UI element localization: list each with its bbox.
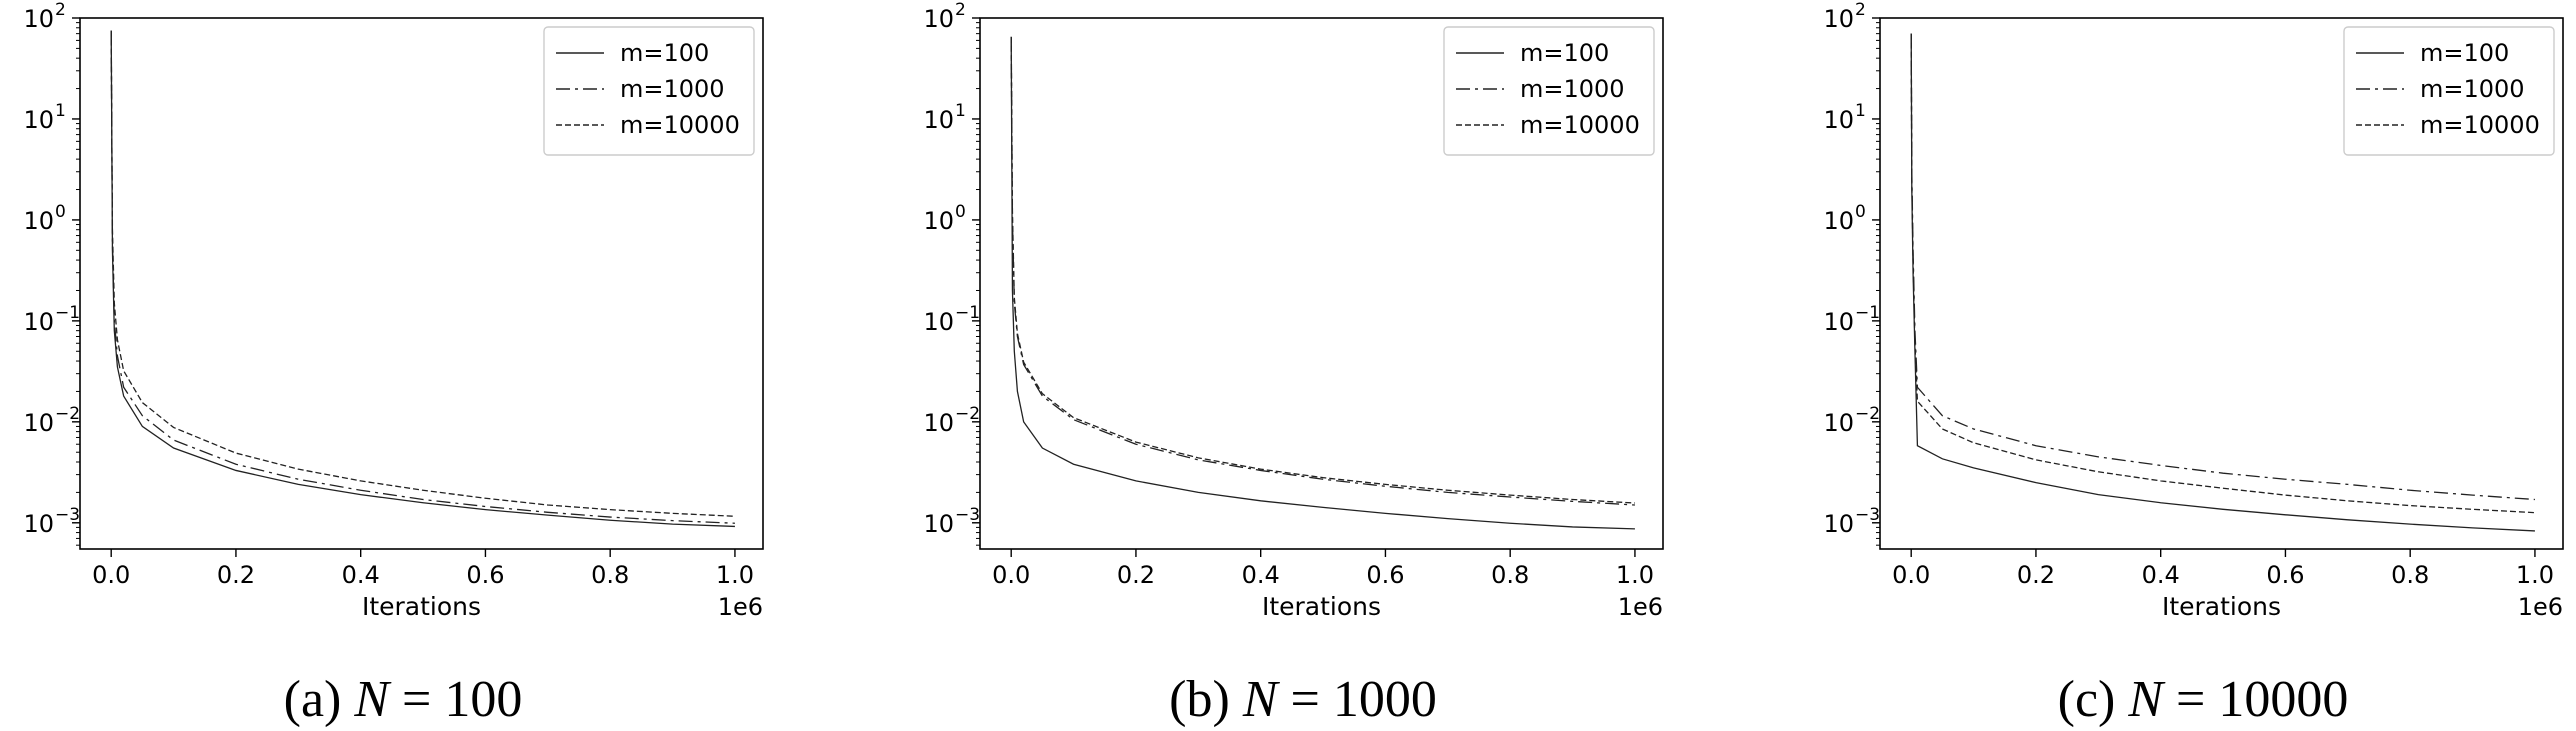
series-line-m=1000 (110, 30, 735, 524)
y-tick-exponent: −2 (1855, 404, 1880, 424)
y-tick-label: 10 (23, 308, 54, 336)
y-tick-exponent: 0 (55, 202, 66, 222)
legend: m=100 m=1000 m=10000 (2343, 26, 2555, 156)
x-tick-label: 1.0 (1616, 561, 1654, 589)
panel-caption: (a) N = 100 (284, 671, 523, 728)
x-tick-label: 0.6 (1366, 561, 1404, 589)
x-offset-label: 1e6 (1618, 593, 1663, 621)
caption-variable: N (1242, 671, 1281, 728)
y-tick-label: 10 (923, 106, 954, 134)
panel-caption: (b) N = 1000 (1169, 671, 1437, 728)
y-tick-label: 10 (1823, 5, 1854, 33)
y-tick-label: 10 (23, 5, 54, 33)
y-tick-label: 10 (923, 207, 954, 235)
caption-value: = 100 (389, 671, 522, 728)
x-axis-label: Iterations (2162, 592, 2281, 621)
y-tick-exponent: 1 (55, 101, 66, 121)
y-tick-exponent: −3 (55, 505, 80, 525)
x-tick-label: 0.6 (2266, 561, 2304, 589)
axes-frame (79, 17, 764, 550)
x-tick-label: 1.0 (716, 561, 754, 589)
x-axis-label: Iterations (362, 592, 481, 621)
axes-frame (979, 17, 1664, 550)
legend-box (1443, 26, 1655, 156)
y-tick-exponent: 0 (955, 202, 966, 222)
x-tick-label: 0.0 (92, 561, 130, 589)
y-tick-label: 10 (1823, 207, 1854, 235)
legend-label-m=100: m=100 (620, 39, 709, 67)
y-tick-label: 10 (923, 510, 954, 538)
y-tick-label: 10 (1823, 308, 1854, 336)
x-tick-label: 0.2 (2017, 561, 2055, 589)
series-line-m=100 (1010, 36, 1635, 530)
x-tick-label: 0.4 (342, 561, 380, 589)
caption-prefix: (a) (284, 671, 355, 728)
axes-frame (1879, 17, 2564, 550)
series-line-m=10000 (1910, 33, 2535, 514)
legend-label-m=100: m=100 (2420, 39, 2509, 67)
y-tick-exponent: −1 (55, 303, 80, 323)
y-tick-exponent: −2 (55, 404, 80, 424)
x-tick-label: 0.2 (217, 561, 255, 589)
legend-box (543, 26, 755, 156)
caption-variable: N (2127, 671, 2166, 728)
y-tick-label: 10 (1823, 106, 1854, 134)
y-tick-exponent: 0 (1855, 202, 1866, 222)
y-tick-label: 10 (23, 207, 54, 235)
y-tick-exponent: 1 (1855, 101, 1866, 121)
y-tick-exponent: 2 (55, 0, 66, 20)
series-line-m=100 (110, 30, 735, 528)
y-tick-label: 10 (1823, 409, 1854, 437)
legend: m=100 m=1000 m=10000 (1443, 26, 1655, 156)
y-tick-exponent: −2 (955, 404, 980, 424)
y-tick-exponent: −3 (955, 505, 980, 525)
y-tick-exponent: 2 (955, 0, 966, 20)
x-tick-label: 0.8 (591, 561, 629, 589)
caption-prefix: (b) (1169, 671, 1243, 728)
y-tick-label: 10 (923, 409, 954, 437)
caption-prefix: (c) (2058, 671, 2129, 728)
caption-value: = 10000 (2163, 671, 2348, 728)
x-tick-label: 0.0 (1892, 561, 1930, 589)
legend: m=100 m=1000 m=10000 (543, 26, 755, 156)
x-offset-label: 1e6 (718, 593, 763, 621)
y-tick-label: 10 (23, 409, 54, 437)
caption-value: = 1000 (1278, 671, 1437, 728)
y-tick-label: 10 (1823, 510, 1854, 538)
y-tick-exponent: −3 (1855, 505, 1880, 525)
y-tick-label: 10 (23, 106, 54, 134)
y-tick-exponent: 1 (955, 101, 966, 121)
x-tick-label: 1.0 (2516, 561, 2554, 589)
legend-box (2343, 26, 2555, 156)
y-tick-label: 10 (923, 308, 954, 336)
y-tick-exponent: 2 (1855, 0, 1866, 20)
x-offset-label: 1e6 (2518, 593, 2563, 621)
legend-label-m=10000: m=10000 (2420, 111, 2540, 139)
y-tick-exponent: −1 (1855, 303, 1880, 323)
legend-label-m=1000: m=1000 (1520, 75, 1625, 103)
y-tick-label: 10 (923, 5, 954, 33)
y-tick-exponent: −1 (955, 303, 980, 323)
x-tick-label: 0.6 (466, 561, 504, 589)
caption-variable: N (353, 671, 392, 728)
legend-label-m=10000: m=10000 (620, 111, 740, 139)
y-tick-label: 10 (23, 510, 54, 538)
x-tick-label: 0.8 (2391, 561, 2429, 589)
x-axis-label: Iterations (1262, 592, 1381, 621)
x-tick-label: 0.0 (992, 561, 1030, 589)
legend-label-m=100: m=100 (1520, 39, 1609, 67)
panel-caption: (c) N = 10000 (2058, 671, 2349, 728)
x-tick-label: 0.2 (1117, 561, 1155, 589)
legend-label-m=1000: m=1000 (2420, 75, 2525, 103)
x-tick-label: 0.4 (1242, 561, 1280, 589)
x-tick-label: 0.4 (2142, 561, 2180, 589)
x-tick-label: 0.8 (1491, 561, 1529, 589)
legend-label-m=10000: m=10000 (1520, 111, 1640, 139)
legend-label-m=1000: m=1000 (620, 75, 725, 103)
series-line-m=10000 (110, 30, 735, 517)
